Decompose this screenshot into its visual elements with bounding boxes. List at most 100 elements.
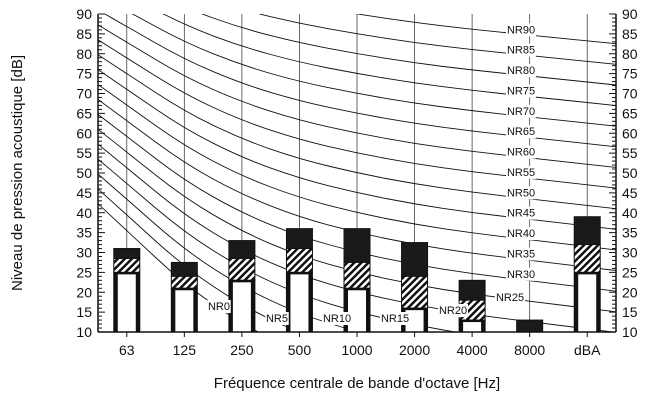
y-tick-label-right: 85 (622, 26, 638, 42)
y-tick-label-right: 60 (622, 125, 638, 141)
bars (113, 216, 601, 333)
nr-label: NR80 (507, 65, 535, 77)
x-tick-label: 8000 (514, 342, 545, 358)
bar-middle (228, 257, 256, 281)
nr-label-bg (265, 312, 289, 325)
nr-curve (258, 14, 616, 65)
nr-label-bg (506, 227, 536, 241)
nr-label: NR85 (507, 45, 535, 57)
y-tick-label-left: 35 (76, 225, 92, 241)
x-axis-title: Fréquence centrale de bande d'octave [Hz… (214, 375, 500, 392)
y-tick-label-left: 30 (76, 245, 92, 261)
nr-label-bg (438, 304, 468, 317)
bar-upper (113, 248, 141, 259)
nr-label-bg (506, 104, 536, 118)
bar-upper (343, 228, 371, 263)
y-axis-title: Niveau de pression acoustique [dB] (9, 55, 26, 291)
y-tick-label-right: 45 (622, 185, 638, 201)
nr-label: NR45 (507, 208, 535, 220)
bar-lower (463, 322, 482, 332)
y-tick-label-right: 75 (622, 66, 638, 82)
nr-label: NR75 (507, 85, 535, 97)
x-tick-label: dBA (574, 342, 601, 358)
nr-label-bg (322, 312, 352, 325)
nr-curve (355, 14, 616, 45)
y-tick-label-right: 55 (622, 145, 638, 161)
y-tick-label-left: 90 (76, 6, 92, 22)
bar-upper (228, 240, 256, 259)
bar-lower (290, 274, 309, 332)
nr-label-bg (506, 186, 536, 200)
nr-labels: NR0 NR5 NR10 NR15 NR20 NR25 NR30 NR35 NR40 NR45 NR… (207, 23, 536, 325)
nr-curve (98, 203, 260, 332)
y-tick-label-right: 10 (622, 324, 638, 340)
nr-curve (98, 24, 616, 168)
nr-label-bg (506, 247, 536, 261)
nr-label-bg (506, 145, 536, 159)
y-tick-label-left: 65 (76, 105, 92, 121)
x-tick-label: 4000 (457, 342, 488, 358)
x-tick-label: 63 (119, 342, 135, 358)
nr-label: NR5 (266, 313, 288, 325)
bar-lower (348, 290, 366, 332)
bar-upper (401, 242, 429, 277)
y-tick-label-left: 15 (76, 304, 92, 320)
nr-label: NR25 (496, 292, 524, 304)
nr-curve (98, 99, 616, 271)
y-tick-label-right: 90 (622, 6, 638, 22)
bar-middle (113, 257, 141, 273)
nr-label: NR60 (507, 147, 535, 159)
bar-lower (117, 274, 136, 332)
y-tick-label-left: 10 (76, 324, 92, 340)
y-tick-label-left: 55 (76, 145, 92, 161)
nr-label: NR15 (381, 313, 409, 325)
bar-lower (175, 290, 194, 332)
nr-curve (98, 69, 616, 230)
x-tick-label: 1000 (341, 342, 372, 358)
bar-lower (405, 310, 424, 332)
bar-middle (573, 244, 601, 273)
y-tick-label-left: 25 (76, 264, 92, 280)
nr-label-bg (506, 64, 536, 78)
nr-label: NR55 (507, 167, 535, 179)
y-tick-label-left: 70 (76, 86, 92, 102)
nr-label: NR30 (507, 269, 535, 281)
nr-label: NR0 (208, 301, 230, 313)
y-tick-label-left: 45 (76, 185, 92, 201)
nr-label-bg (506, 23, 536, 37)
y-tick-label-right: 40 (622, 205, 638, 221)
bar-middle (170, 275, 198, 289)
y-tick-label-right: 80 (622, 46, 638, 62)
bar-upper (170, 261, 198, 277)
y-tick-label-right: 70 (622, 86, 638, 102)
y-tick-label-left: 75 (76, 66, 92, 82)
nr-label: NR20 (439, 305, 467, 317)
y-tick-label-right: 50 (622, 165, 638, 181)
x-tick-label: 500 (288, 342, 312, 358)
bar-lower (232, 282, 251, 332)
nr-curve (98, 188, 301, 332)
y-tick-label-left: 50 (76, 165, 92, 181)
y-tick-label-left: 40 (76, 205, 92, 221)
nr-curve (131, 14, 616, 127)
nr-label: NR50 (507, 187, 535, 199)
bar-upper (285, 228, 313, 250)
nr-label-bg (506, 43, 536, 57)
nr-label: NR90 (507, 24, 535, 36)
y-tick-label-right: 15 (622, 304, 638, 320)
nr-curve (98, 39, 616, 189)
nr-curve (201, 14, 616, 86)
x-tick-label: 125 (173, 342, 197, 358)
bar-lower (578, 274, 597, 332)
nr-label: NR10 (323, 313, 351, 325)
nr-curve (104, 14, 616, 148)
y-tick-label-left: 20 (76, 284, 92, 300)
bar-upper (458, 279, 486, 301)
nr-label: NR65 (507, 126, 535, 138)
y-tick-label-right: 65 (622, 105, 638, 121)
bar-upper (516, 319, 544, 333)
bar-middle (401, 275, 429, 309)
y-tick-label-left: 80 (76, 46, 92, 62)
nr-label-bg (506, 165, 536, 179)
